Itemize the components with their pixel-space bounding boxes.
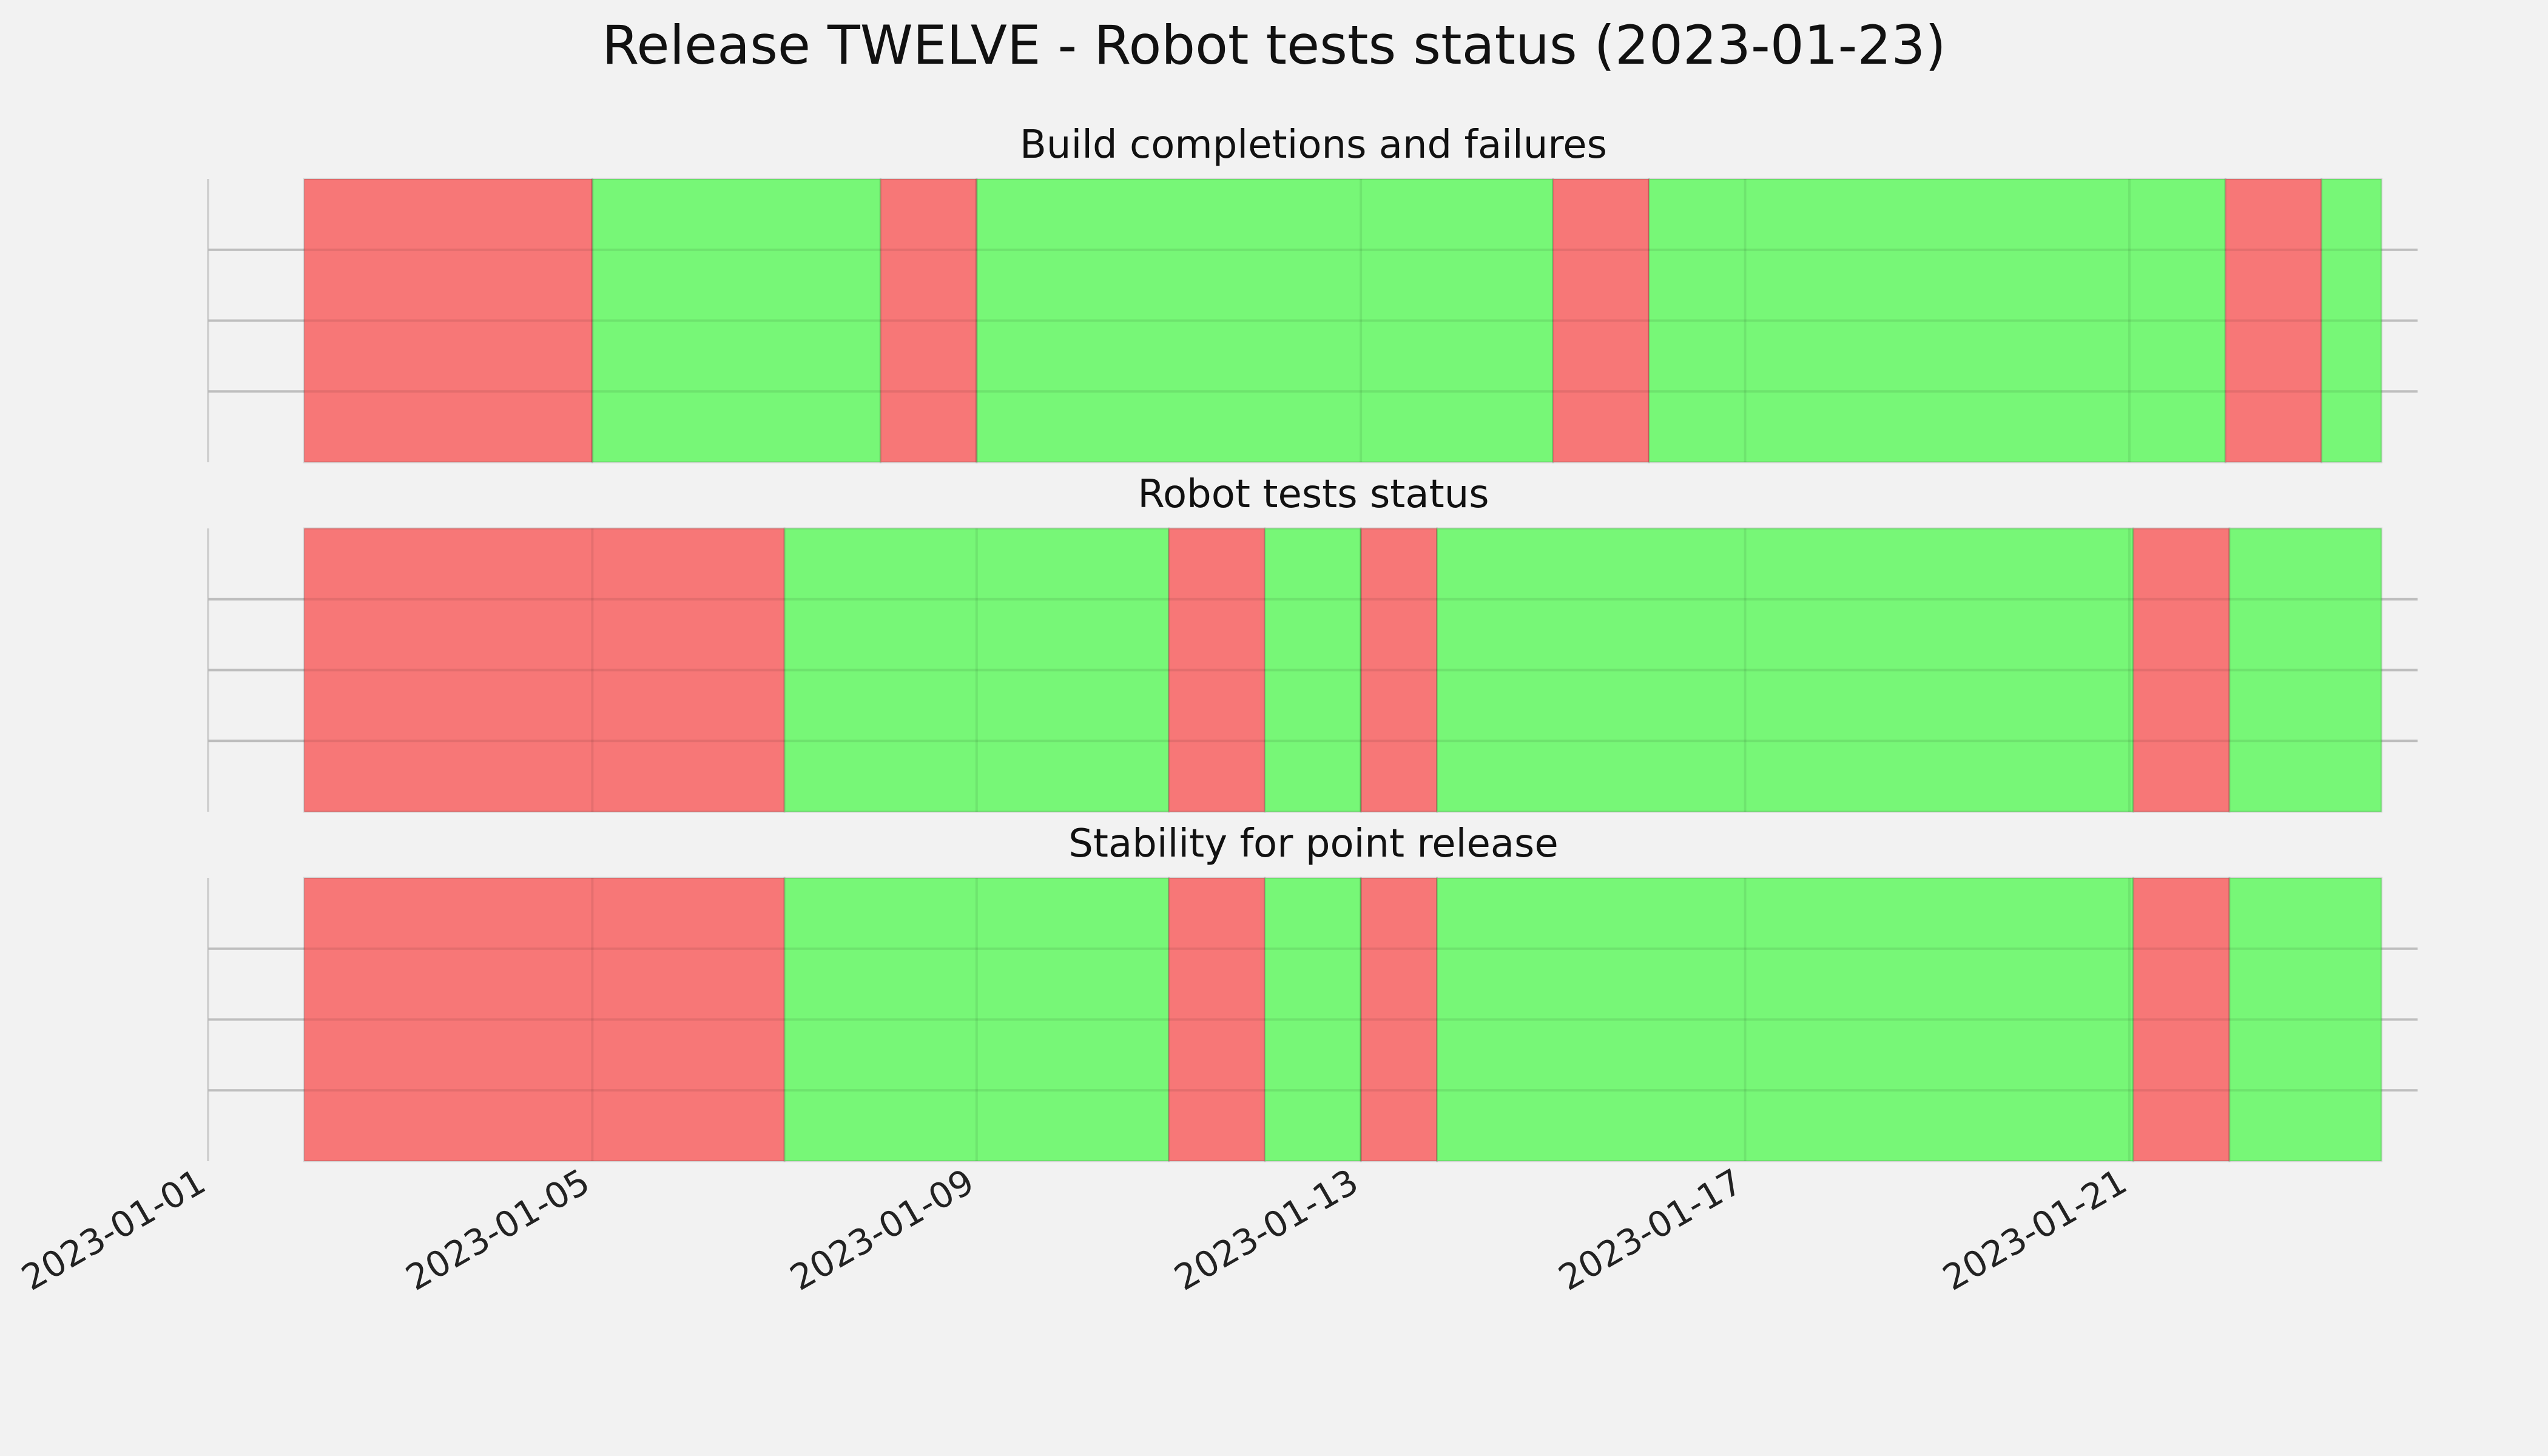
panel-title: Build completions and failures: [1020, 123, 1607, 167]
status-segment-fail: [1167, 527, 1266, 813]
status-segment-pass: [1648, 178, 2226, 463]
panel-title: Stability for point release: [1068, 821, 1559, 866]
status-segment-fail: [303, 527, 786, 813]
status-segment-pass: [1436, 527, 2135, 813]
status-segment-pass: [2228, 527, 2383, 813]
status-segment-fail: [1360, 877, 1438, 1162]
panel-title: Robot tests status: [1138, 472, 1489, 517]
status-segment-fail: [303, 178, 593, 463]
status-segment-fail: [1360, 527, 1438, 813]
status-segment-pass: [783, 527, 1170, 813]
status-segment-pass: [1264, 877, 1362, 1162]
status-segment-pass: [2228, 877, 2383, 1162]
status-segment-fail: [2132, 527, 2231, 813]
status-segment-pass: [2320, 178, 2383, 463]
status-segment-fail: [303, 877, 786, 1162]
chart-title: Release TWELVE - Robot tests status (202…: [602, 14, 1946, 76]
panel-3: Stability for point release: [207, 821, 2418, 1162]
panel-2: Robot tests status: [207, 472, 2418, 813]
status-segment-pass: [976, 178, 1554, 463]
status-segment-pass: [1264, 527, 1362, 813]
status-segment-fail: [1552, 178, 1650, 463]
status-segment-fail: [2224, 178, 2323, 463]
status-segment-fail: [879, 178, 978, 463]
status-segment-pass: [1436, 877, 2135, 1162]
panels-group: Build completions and failures Robot test…: [207, 123, 2418, 1162]
status-segment-pass: [591, 178, 881, 463]
panel-1: Build completions and failures: [207, 123, 2418, 463]
